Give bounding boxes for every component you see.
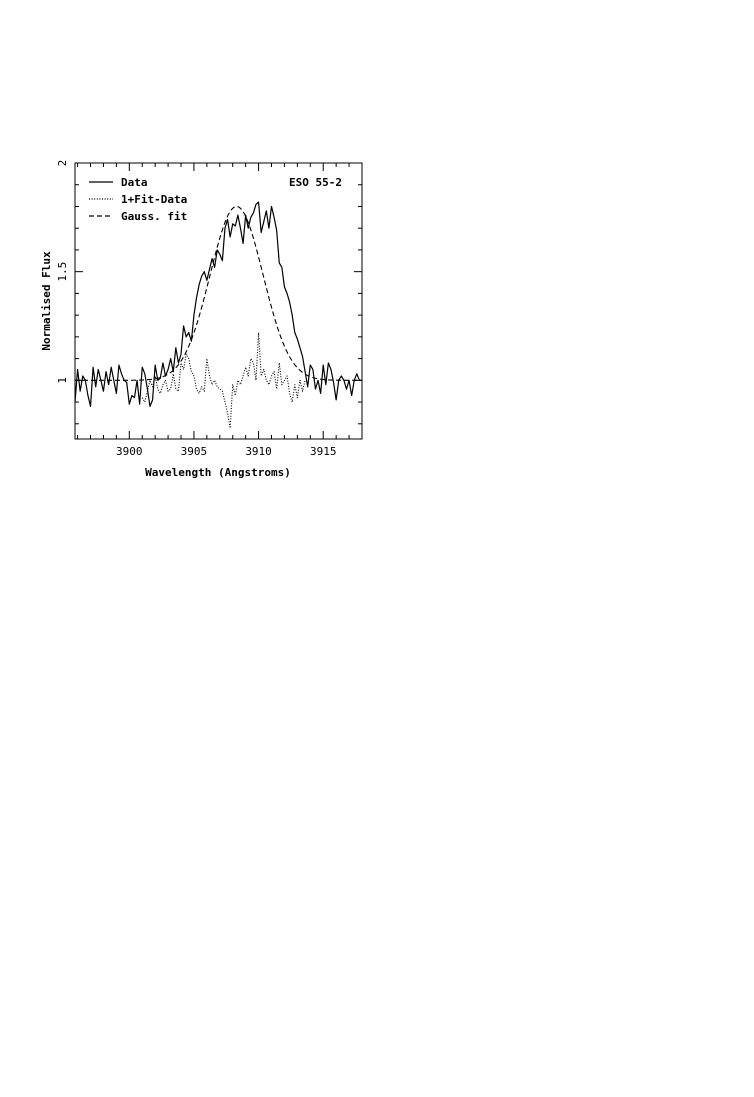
legend: Data 1+Fit-Data Gauss. fit [89, 176, 187, 223]
series-line-data [74, 201, 362, 407]
annotation-label: ESO 55-2 [289, 176, 342, 189]
y-tick-label: 2 [56, 160, 69, 167]
series-layer [74, 201, 362, 429]
y-axis-title: Normalised Flux [40, 251, 53, 351]
x-tick-label: 3915 [310, 445, 337, 458]
series-line-residual [141, 331, 306, 429]
x-tick-label: 3905 [181, 445, 208, 458]
x-tick-label: 3900 [116, 445, 143, 458]
x-axis-title: Wavelength (Angstroms) [145, 466, 291, 479]
legend-label-gauss: Gauss. fit [121, 210, 187, 223]
y-tick-labels: 11.52 [56, 160, 69, 384]
y-tick-label: 1 [56, 377, 69, 384]
legend-label-data: Data [121, 176, 148, 189]
axis-ticks [75, 162, 363, 439]
y-tick-label: 1.5 [56, 262, 69, 282]
x-tick-labels: 3900 3905 3910 3915 [116, 445, 336, 458]
legend-label-residual: 1+Fit-Data [121, 193, 187, 206]
plot-frame [74, 162, 363, 440]
plot-area [74, 162, 363, 440]
x-tick-label: 3910 [245, 445, 272, 458]
series-line-gauss-fit [75, 205, 362, 381]
